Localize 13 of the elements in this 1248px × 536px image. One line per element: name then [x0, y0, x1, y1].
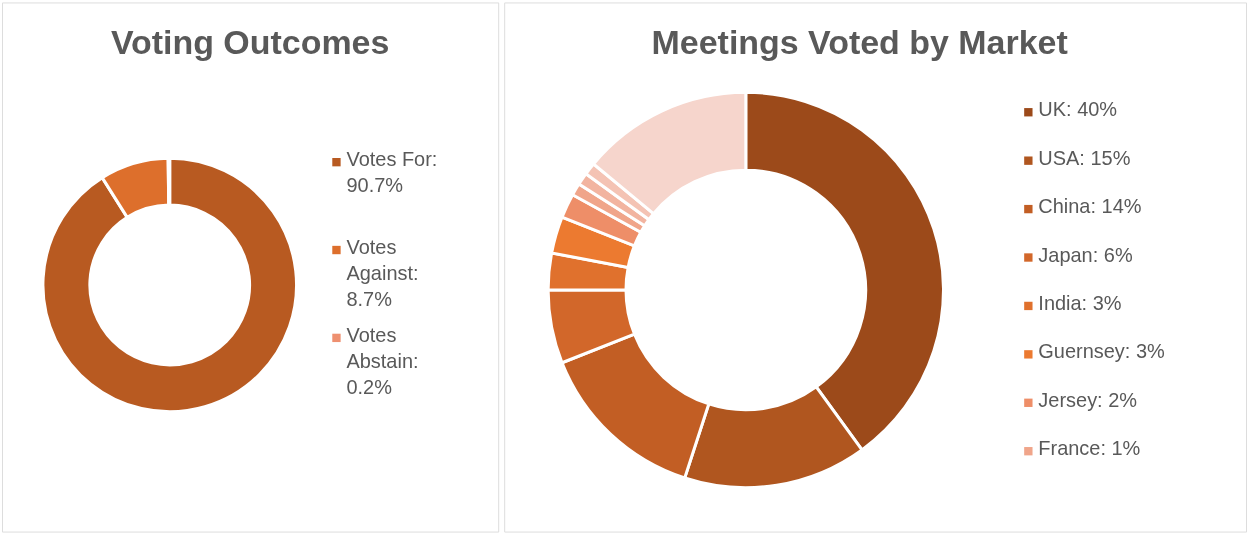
legend-label: India: 3%	[1038, 291, 1122, 314]
legend-label: Japan: 6%	[1038, 243, 1133, 266]
legend-label: Votes For: 90.7%	[346, 148, 438, 197]
chart-title: Meetings Voted by Market	[651, 23, 1068, 62]
legend-label: China: 14%	[1038, 195, 1142, 218]
legend-label: France: 1%	[1038, 437, 1141, 460]
chart-title: Voting Outcomes	[110, 23, 390, 62]
legend-label: Jersey: 2%	[1038, 388, 1138, 411]
legend-label: Votes Against: 8.7%	[346, 236, 419, 310]
legend-label: USA: 15%	[1038, 146, 1131, 169]
legend-label: Guernsey: 3%	[1038, 340, 1166, 363]
legend-label: UK: 40%	[1038, 98, 1118, 121]
legend-label: Votes Abstain: 0.2%	[346, 323, 419, 398]
